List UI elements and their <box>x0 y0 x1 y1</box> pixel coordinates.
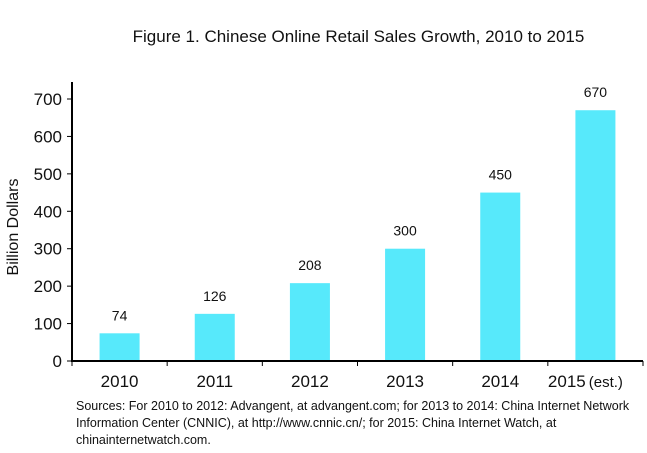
x-tick-label-2014: 2014 <box>481 372 519 391</box>
x-tick-suffix: (est.) <box>589 374 623 391</box>
y-tick-label-400: 400 <box>34 202 62 221</box>
data-label-2014: 450 <box>489 167 513 183</box>
data-label-2015: 670 <box>584 84 608 100</box>
x-tick-label-2011: 2011 <box>196 372 233 391</box>
bar-2015 <box>575 110 616 361</box>
y-tick-label-700: 700 <box>34 90 62 109</box>
bar-2013 <box>385 248 426 361</box>
bar-2011 <box>194 313 235 361</box>
bar-2010 <box>99 333 140 361</box>
y-tick-label-500: 500 <box>34 165 62 184</box>
x-tick-label-2015: 2015 (est.) <box>548 372 623 391</box>
data-label-2012: 208 <box>298 257 322 273</box>
y-tick-label-300: 300 <box>34 240 62 259</box>
y-tick-label-100: 100 <box>34 315 62 334</box>
data-label-2010: 74 <box>112 307 128 323</box>
bar-2014 <box>480 192 521 361</box>
bar-2012 <box>289 283 330 361</box>
sources-note: Sources: For 2010 to 2012: Advangent, at… <box>76 399 630 447</box>
data-label-2011: 126 <box>203 288 227 304</box>
x-tick-label-2012: 2012 <box>291 372 329 391</box>
y-tick-label-600: 600 <box>34 127 62 146</box>
y-tick-label-0: 0 <box>53 352 62 371</box>
chart-title: Figure 1. Chinese Online Retail Sales Gr… <box>132 27 585 46</box>
data-label-2013: 300 <box>393 223 417 239</box>
x-tick-label-2010: 2010 <box>101 372 139 391</box>
y-tick-label-200: 200 <box>34 277 62 296</box>
x-tick-label-2013: 2013 <box>386 372 424 391</box>
